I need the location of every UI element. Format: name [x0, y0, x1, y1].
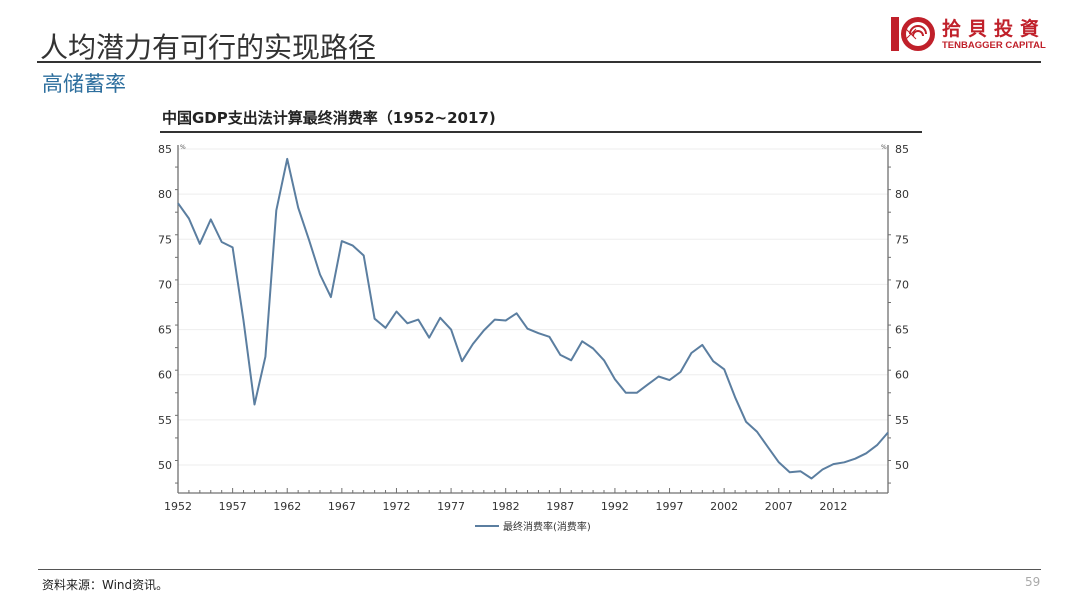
title-divider — [37, 61, 1041, 63]
y-tick-label-right: 75 — [895, 233, 909, 246]
y-tick-label-right: 50 — [895, 459, 909, 472]
x-tick-label: 1987 — [546, 500, 574, 513]
slide-title: 人均潜力有可行的实现路径 — [40, 31, 377, 64]
logo-text-en: TENBAGGER CAPITAL — [942, 40, 1046, 51]
y-tick-label-right: 85 — [895, 143, 909, 156]
x-tick-label: 1962 — [273, 500, 301, 513]
y-tick-label-left: 75 — [158, 233, 172, 246]
legend-line-swatch — [475, 524, 499, 527]
y-unit-right: % — [881, 144, 887, 151]
x-tick-label: 1972 — [382, 500, 410, 513]
logo-text-cn: 拾貝投資 — [942, 18, 1047, 40]
x-tick-label: 2007 — [765, 500, 793, 513]
page-number: 59 — [1025, 575, 1041, 589]
x-tick-label: 2002 — [710, 500, 738, 513]
y-tick-label-left: 70 — [158, 278, 172, 291]
y-tick-label-right: 60 — [895, 369, 909, 382]
legend-label: 最终消费率(消费率) — [503, 522, 591, 533]
slide-subtitle: 高储蓄率 — [42, 72, 126, 96]
x-tick-label: 1992 — [601, 500, 629, 513]
source-note: 资料来源：Wind资讯。 — [42, 578, 169, 592]
y-tick-label-right: 55 — [895, 414, 909, 427]
x-tick-label: 1977 — [437, 500, 465, 513]
y-tick-label-right: 80 — [895, 188, 909, 201]
chart-title-divider — [160, 131, 922, 133]
y-tick-label-right: 65 — [895, 324, 909, 337]
logo-mark-icon — [891, 17, 935, 51]
x-tick-label: 1952 — [164, 500, 192, 513]
data-line — [177, 157, 889, 480]
footer-divider — [38, 569, 1041, 570]
x-tick-label: 1982 — [492, 500, 520, 513]
chart-title: 中国GDP支出法计算最终消费率（1952~2017) — [162, 109, 496, 127]
y-tick-label-left: 85 — [158, 143, 172, 156]
y-tick-label-left: 55 — [158, 414, 172, 427]
company-logo: 拾貝投資 TENBAGGER CAPITAL — [890, 12, 1050, 57]
y-tick-label-left: 80 — [158, 188, 172, 201]
x-tick-label: 1997 — [656, 500, 684, 513]
x-tick-label: 1957 — [219, 500, 247, 513]
y-tick-label-left: 50 — [158, 459, 172, 472]
y-unit-left: % — [180, 144, 186, 151]
y-tick-label-left: 65 — [158, 324, 172, 337]
chart-legend: 最终消费率(消费率) — [475, 518, 591, 533]
y-tick-label-left: 60 — [158, 369, 172, 382]
x-tick-label: 1967 — [328, 500, 356, 513]
x-tick-label: 2012 — [819, 500, 847, 513]
y-tick-label-right: 70 — [895, 278, 909, 291]
